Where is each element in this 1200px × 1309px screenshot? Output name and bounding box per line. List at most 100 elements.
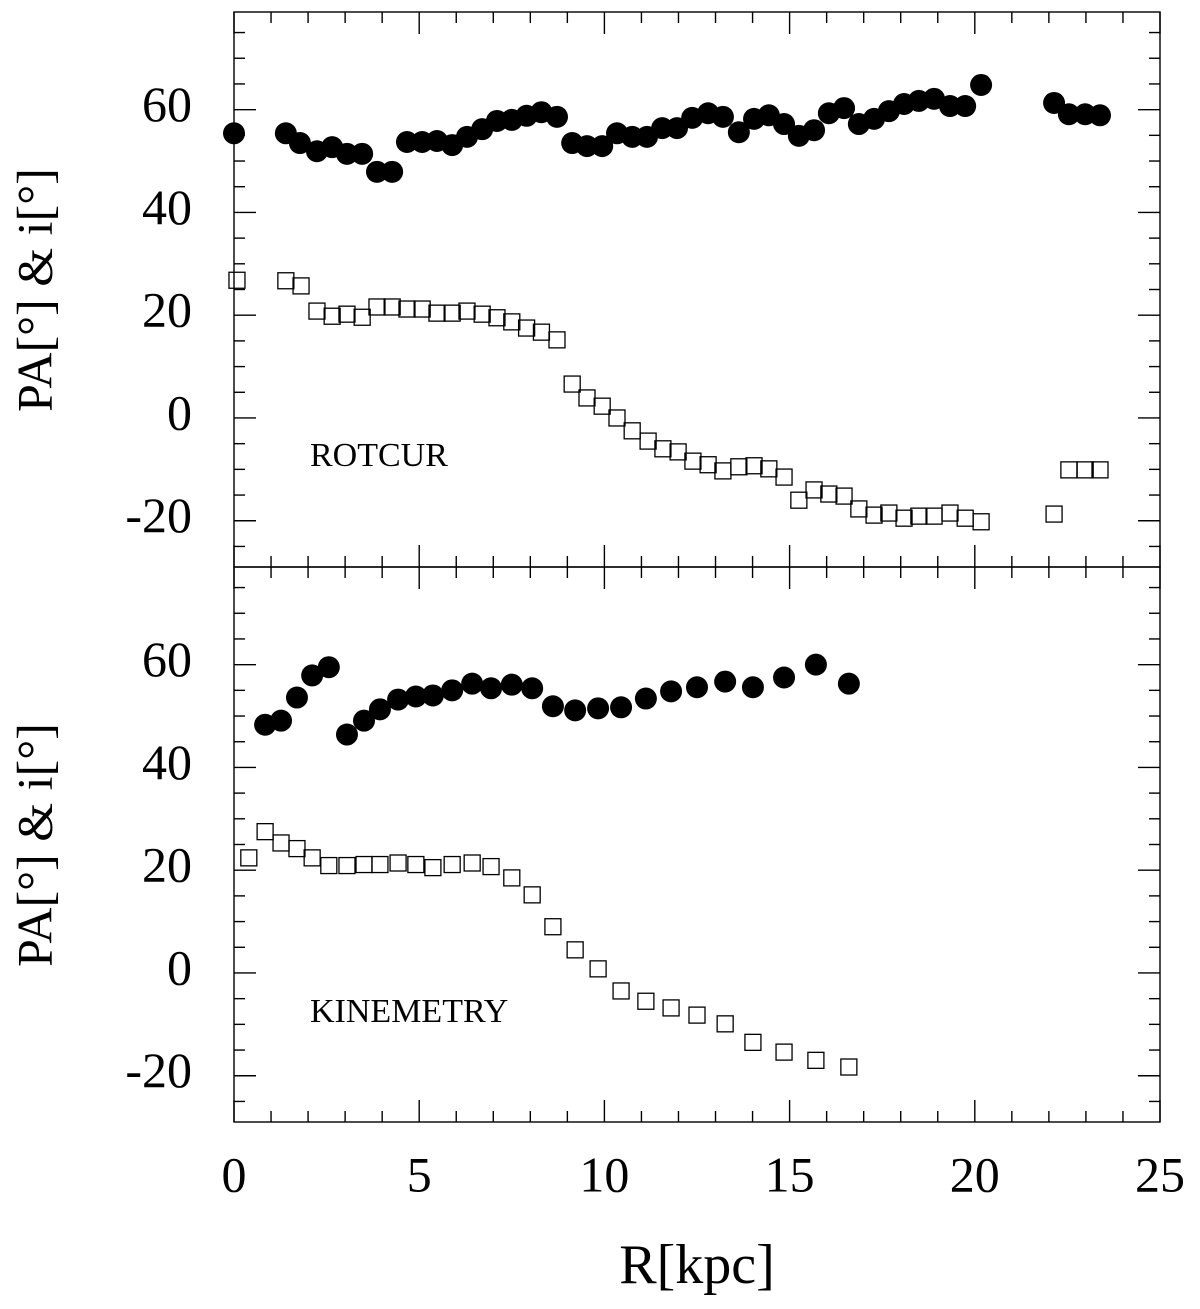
y-tick-label: -20 bbox=[125, 487, 192, 543]
point bbox=[662, 999, 680, 1017]
point bbox=[292, 277, 310, 295]
point bbox=[637, 992, 655, 1010]
point bbox=[727, 121, 750, 144]
y-tick-label: 40 bbox=[142, 734, 192, 790]
point bbox=[228, 271, 246, 289]
point bbox=[517, 319, 536, 337]
point bbox=[365, 160, 388, 183]
point bbox=[610, 696, 633, 719]
point bbox=[575, 135, 598, 158]
point bbox=[608, 409, 626, 427]
point bbox=[804, 653, 827, 676]
point bbox=[744, 1033, 762, 1051]
point bbox=[277, 272, 295, 290]
plot-frame bbox=[233, 566, 1161, 1123]
point bbox=[623, 422, 641, 440]
point bbox=[790, 491, 808, 509]
point bbox=[480, 677, 503, 700]
point bbox=[1076, 461, 1094, 479]
point bbox=[1057, 103, 1080, 126]
point bbox=[351, 142, 374, 165]
point bbox=[544, 918, 562, 936]
point bbox=[473, 305, 491, 323]
point bbox=[413, 300, 431, 318]
point bbox=[395, 131, 418, 154]
point bbox=[407, 855, 425, 874]
point bbox=[521, 677, 544, 700]
point bbox=[566, 941, 584, 959]
y-axis-label: PA[°] & i[°] bbox=[6, 723, 62, 967]
point bbox=[503, 869, 521, 887]
x-tick-label: 15 bbox=[765, 1146, 815, 1202]
point bbox=[541, 695, 564, 718]
point bbox=[716, 1015, 734, 1033]
point bbox=[1091, 461, 1109, 479]
x-axis-label: R[kpc] bbox=[619, 1234, 775, 1296]
point bbox=[639, 432, 657, 450]
point bbox=[387, 688, 410, 711]
y-tick-label: 20 bbox=[142, 837, 192, 893]
point bbox=[320, 856, 338, 875]
point bbox=[760, 460, 778, 478]
point bbox=[970, 73, 993, 96]
y-tick-label: 40 bbox=[142, 179, 192, 235]
point bbox=[730, 458, 748, 476]
point bbox=[1088, 104, 1111, 127]
point bbox=[820, 485, 838, 503]
point bbox=[308, 302, 326, 320]
x-tick-label: 20 bbox=[950, 1146, 1000, 1202]
point bbox=[578, 389, 596, 407]
point bbox=[711, 105, 734, 128]
point bbox=[323, 307, 341, 325]
y-tick-label: 60 bbox=[142, 76, 192, 132]
point bbox=[303, 849, 321, 867]
point bbox=[256, 823, 274, 841]
point bbox=[660, 680, 683, 703]
x-tick-label: 0 bbox=[222, 1146, 247, 1202]
point bbox=[368, 298, 386, 316]
point bbox=[714, 670, 737, 693]
plot-frame bbox=[233, 11, 1161, 568]
y-tick-label: 60 bbox=[142, 631, 192, 687]
point bbox=[240, 849, 258, 867]
point bbox=[775, 468, 793, 486]
point bbox=[421, 684, 444, 707]
point bbox=[270, 709, 293, 732]
point bbox=[634, 687, 657, 710]
point bbox=[775, 1043, 793, 1061]
point bbox=[532, 323, 551, 341]
y-tick-label: -20 bbox=[125, 1042, 192, 1098]
point bbox=[317, 656, 340, 679]
point bbox=[954, 95, 977, 118]
point bbox=[807, 1051, 825, 1069]
point bbox=[895, 509, 913, 527]
point bbox=[805, 481, 823, 499]
x-tick-label: 10 bbox=[579, 1146, 629, 1202]
y-tick-label: 20 bbox=[142, 282, 192, 338]
y-tick-label: 0 bbox=[167, 939, 192, 995]
point bbox=[837, 672, 860, 695]
point bbox=[669, 443, 687, 461]
point bbox=[688, 1006, 706, 1024]
annotation: KINEMETRY bbox=[310, 993, 508, 1030]
point bbox=[956, 509, 974, 527]
point bbox=[223, 122, 245, 145]
point bbox=[398, 300, 416, 318]
point bbox=[335, 142, 358, 165]
point bbox=[699, 456, 717, 474]
point bbox=[458, 302, 476, 320]
point bbox=[803, 119, 826, 142]
point bbox=[587, 697, 610, 720]
point bbox=[745, 457, 763, 475]
point bbox=[741, 676, 764, 699]
point bbox=[773, 666, 796, 689]
point bbox=[443, 304, 461, 322]
point bbox=[404, 685, 427, 708]
point bbox=[591, 135, 614, 158]
point bbox=[428, 304, 446, 322]
point bbox=[835, 487, 853, 505]
point bbox=[461, 672, 484, 695]
point bbox=[938, 95, 961, 118]
point bbox=[383, 298, 401, 316]
